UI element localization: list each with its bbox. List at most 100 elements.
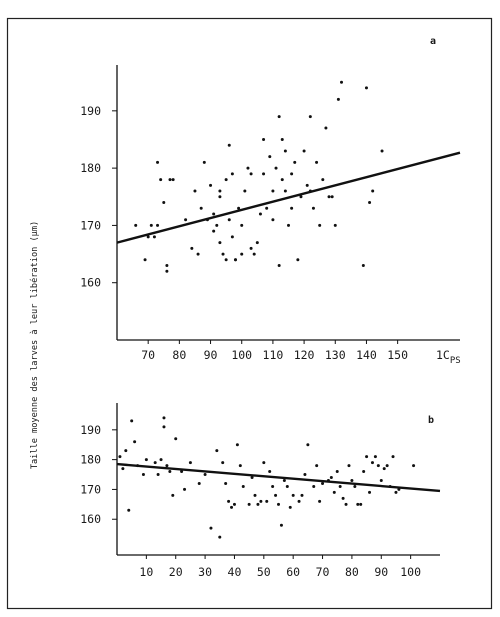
panel-a-letter: a [430, 36, 436, 47]
data-point [165, 269, 169, 273]
data-point [165, 464, 169, 468]
data-point [162, 425, 166, 429]
data-point [202, 160, 206, 164]
data-point [280, 178, 284, 182]
data-point [262, 172, 266, 176]
data-point [271, 218, 275, 222]
panel-a-y-ticks: 160 170 180 190 [80, 104, 117, 290]
data-point [246, 166, 250, 170]
data-point [303, 473, 307, 477]
data-point [308, 189, 312, 193]
data-point [262, 461, 266, 465]
data-point [324, 126, 328, 130]
x-last-label-sub: PS [450, 356, 461, 366]
x-tick-label: 70 [141, 348, 155, 362]
x-tick-label: 50 [257, 565, 271, 579]
data-point [171, 493, 175, 497]
data-point [174, 437, 178, 441]
x-tick-label: 60 [286, 565, 300, 579]
data-point [350, 478, 354, 482]
data-point [340, 80, 344, 84]
figure-frame [6, 17, 493, 610]
data-point [165, 264, 169, 268]
data-point [285, 484, 289, 488]
data-point [268, 155, 272, 159]
data-point [247, 502, 251, 506]
data-point [379, 478, 383, 482]
panel-b: b 160 170 180 190 10 20 30 40 50 60 70 80 90 100 [80, 403, 441, 579]
data-point [356, 502, 360, 506]
data-point [149, 223, 153, 227]
data-point [238, 464, 242, 468]
data-point [282, 478, 286, 482]
data-point [144, 458, 148, 462]
data-point [141, 473, 145, 477]
data-point [127, 508, 131, 512]
panel-a-points [134, 80, 384, 273]
data-point [224, 481, 228, 485]
data-point [180, 470, 184, 474]
data-point [311, 206, 315, 210]
data-point [212, 212, 216, 216]
data-point [199, 206, 203, 210]
data-point [368, 201, 372, 204]
data-point [241, 484, 245, 488]
data-point [274, 166, 278, 170]
x-tick-label: 90 [204, 348, 218, 362]
panel-a-trend-line [116, 151, 461, 244]
data-point [218, 189, 222, 193]
data-point [327, 195, 331, 199]
data-point [258, 212, 262, 216]
data-point [308, 115, 312, 119]
data-point [227, 499, 231, 503]
data-point [376, 464, 380, 468]
data-point [332, 490, 336, 494]
data-point [212, 229, 216, 233]
data-point [274, 493, 278, 497]
x-tick-label: 40 [228, 565, 242, 579]
data-point [224, 258, 228, 262]
data-point [133, 440, 137, 444]
data-point [299, 195, 303, 199]
data-point [168, 178, 172, 182]
data-point [184, 218, 188, 222]
data-point [196, 252, 200, 256]
data-point [209, 183, 213, 187]
x-tick-label: 100 [231, 348, 252, 362]
data-point [218, 241, 222, 245]
data-point [190, 246, 194, 250]
data-point [329, 476, 333, 480]
y-axis-label: Taille moyenne des larves à leur libérat… [29, 221, 40, 469]
data-point [235, 443, 239, 447]
data-point [364, 86, 368, 90]
data-point [373, 455, 377, 459]
data-point [130, 419, 134, 423]
data-point [361, 264, 365, 268]
data-point [326, 478, 330, 482]
data-point [171, 178, 175, 182]
x-tick-label: 80 [345, 565, 359, 579]
x-tick-label: 70 [316, 565, 330, 579]
data-point [271, 189, 275, 193]
data-point [255, 241, 259, 245]
data-point [388, 484, 392, 488]
data-point [279, 523, 283, 527]
data-point [215, 223, 219, 227]
data-point [280, 137, 284, 141]
data-point [283, 149, 287, 153]
data-point [118, 455, 122, 459]
data-point [347, 464, 351, 468]
panel-a-x-last-label: 1CPS [436, 348, 461, 366]
data-point [218, 535, 222, 539]
data-point [121, 467, 125, 471]
data-point [291, 493, 295, 497]
data-point [262, 137, 266, 141]
data-point [318, 499, 322, 503]
x-tick-label: 150 [387, 348, 408, 362]
data-point [240, 252, 244, 256]
data-point [232, 502, 236, 506]
data-point [152, 235, 156, 239]
data-point [124, 449, 128, 453]
